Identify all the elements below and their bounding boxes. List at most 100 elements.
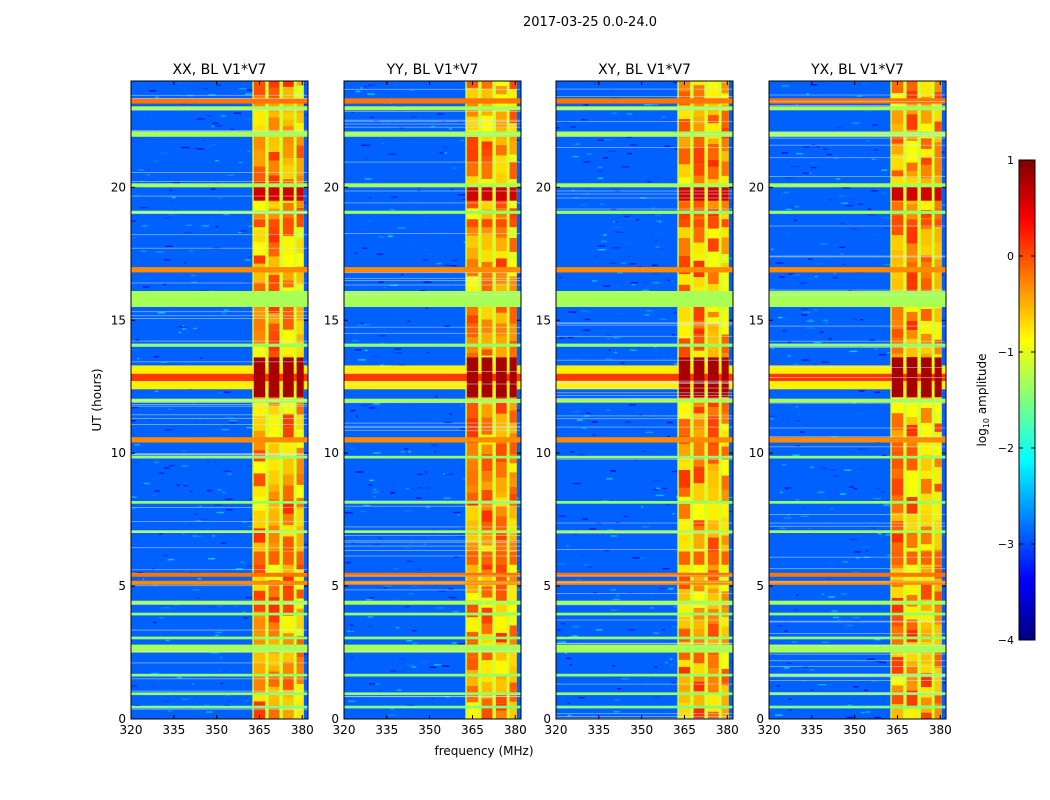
strong-rfi-block [920, 551, 932, 565]
rfi-channel-block [693, 628, 705, 639]
noise-speck [881, 169, 887, 171]
noise-speck [583, 329, 591, 331]
noise-speck [652, 282, 660, 284]
noise-speck [639, 414, 642, 417]
flagged-row [344, 505, 521, 507]
rfi-channel-block [509, 506, 517, 519]
rfi-channel-block [268, 351, 280, 363]
rfi-channel-block [268, 443, 280, 460]
noise-speck [662, 568, 669, 570]
noise-speck [614, 597, 618, 599]
noise-speck [408, 640, 413, 642]
colorbar-label: log10 amplitude [975, 354, 991, 447]
rfi-channel-block [466, 315, 479, 324]
broadband-line [344, 267, 521, 273]
rfi-channel-block [678, 393, 691, 402]
figure-title: 2017-03-25 0.0-24.0 [523, 15, 657, 30]
noise-speck [836, 127, 843, 129]
rfi-channel-block [466, 563, 479, 575]
flagged-row [556, 581, 733, 583]
noise-speck [424, 570, 430, 572]
flagged-row [769, 660, 946, 662]
rfi-channel-block [466, 443, 479, 461]
rfi-channel-block [678, 659, 691, 667]
noise-speck [578, 204, 586, 206]
noise-speck [168, 213, 175, 216]
rfi-channel-block [721, 571, 729, 585]
rfi-channel-block [721, 503, 729, 518]
noise-speck [211, 252, 216, 255]
broadband-line [769, 673, 946, 677]
flagged-row [131, 547, 308, 549]
noise-speck [630, 282, 638, 284]
flagged-row [556, 382, 733, 383]
noise-speck [787, 341, 792, 343]
rfi-channel-block [509, 472, 517, 479]
noise-speck [871, 680, 878, 683]
flagged-row [344, 541, 521, 543]
rfi-channel-block [481, 302, 493, 320]
broadband-line [344, 673, 521, 677]
noise-speck [855, 413, 862, 415]
noise-speck [673, 312, 677, 314]
noise-speck [624, 215, 630, 218]
rfi-channel-block [906, 81, 918, 91]
rfi-channel-block [253, 108, 266, 126]
rfi-channel-block [509, 576, 517, 583]
rfi-channel-block [693, 419, 705, 430]
noise-speck [383, 287, 386, 289]
noise-speck [628, 218, 633, 220]
noise-speck [131, 496, 137, 498]
flagged-row [344, 526, 521, 528]
flagged-row [344, 589, 521, 591]
noise-speck [406, 704, 415, 707]
rfi-channel-block [282, 112, 294, 120]
noise-speck [189, 250, 193, 252]
noise-speck [390, 670, 396, 672]
noise-speck [944, 697, 946, 699]
rfi-channel-block [253, 486, 266, 497]
rfi-channel-block [891, 436, 904, 451]
rfi-channel-block [906, 283, 918, 295]
rfi-channel-block [920, 663, 932, 674]
noise-speck [885, 534, 891, 536]
y-tick-label: 20 [536, 180, 551, 194]
rfi-channel-block [721, 608, 729, 617]
flagged-row [131, 94, 308, 96]
noise-speck [866, 711, 871, 713]
noise-speck [378, 335, 387, 337]
rfi-channel-block [678, 651, 691, 660]
noise-speck [583, 161, 591, 163]
rfi-channel-block [678, 338, 691, 357]
noise-speck [840, 593, 847, 595]
noise-speck [345, 512, 353, 514]
noise-speck [792, 641, 797, 643]
noise-speck [650, 607, 654, 609]
rfi-channel-block [693, 124, 705, 137]
noise-speck [795, 406, 799, 408]
noise-speck [597, 177, 603, 180]
rfi-channel-block [296, 608, 304, 616]
broadband-line [344, 692, 521, 696]
noise-speck [595, 629, 603, 631]
flagged-row [131, 424, 308, 425]
rfi-channel-block [920, 278, 932, 296]
rfi-channel-block [466, 323, 479, 337]
event-core [131, 373, 308, 381]
flagged-row [344, 88, 521, 90]
rfi-channel-block [721, 81, 729, 83]
rfi-channel-block [253, 542, 266, 550]
rfi-channel-block [495, 692, 507, 704]
flagged-row [131, 404, 308, 405]
noise-speck [600, 240, 607, 243]
noise-speck [248, 525, 253, 528]
rfi-channel-block [282, 81, 294, 87]
noise-speck [871, 124, 879, 126]
noise-speck [611, 112, 617, 114]
event-rfi-block [481, 357, 493, 398]
rfi-channel-block [693, 532, 705, 549]
noise-speck [567, 363, 570, 365]
noise-speck [887, 550, 893, 552]
broadband-line [769, 343, 946, 347]
rfi-channel-block [707, 144, 719, 160]
